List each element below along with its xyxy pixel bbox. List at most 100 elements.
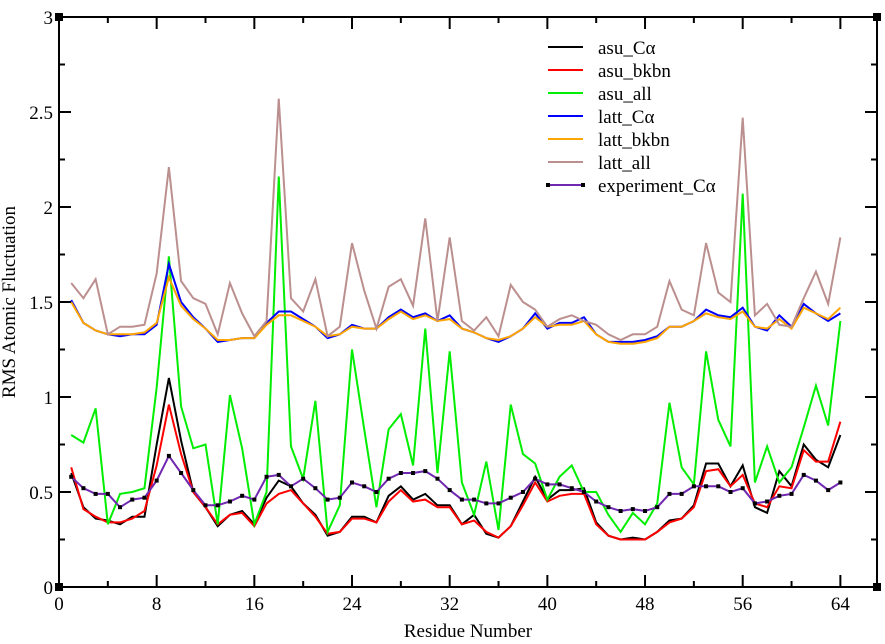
data-point [142, 495, 147, 500]
legend-label: asu_bkbn [598, 61, 671, 82]
corner-handle [873, 13, 881, 21]
axes-layer: 0 8 16 24 32 40 48 56 64 0 0.5 1 1.5 2 2.5 3 [29, 8, 881, 615]
data-point [81, 486, 86, 491]
data-point [569, 486, 574, 491]
x-tick-label: 16 [245, 594, 264, 615]
data-point [398, 471, 403, 475]
data-point [374, 490, 379, 494]
legend-label: latt_Cα [598, 107, 654, 128]
x-tick-label: 24 [343, 594, 363, 615]
data-point [337, 495, 342, 500]
data-point [557, 482, 562, 487]
data-point [227, 499, 232, 504]
data-point [655, 505, 660, 510]
series-line-experiment_Cα [70, 453, 841, 513]
data-point [288, 484, 293, 489]
data-point [93, 491, 98, 496]
y-tick-label: 2 [44, 198, 54, 219]
data-point [203, 503, 208, 508]
x-tick-label: 32 [440, 594, 459, 615]
series-layer [69, 98, 843, 541]
data-point [411, 471, 416, 475]
corner-handle [55, 13, 63, 21]
legend-label: asu_Cα [598, 38, 656, 59]
y-tick-label: 1.5 [29, 293, 53, 314]
data-point [826, 488, 831, 493]
y-tick-label: 0.5 [29, 483, 53, 504]
legend-marker [581, 183, 585, 187]
data-point [691, 484, 696, 489]
data-point [325, 497, 330, 502]
data-point [545, 482, 550, 487]
data-point [630, 507, 635, 512]
series-line-latt_all [70, 98, 842, 342]
data-point [215, 503, 220, 508]
data-point [423, 469, 428, 474]
data-point [191, 488, 196, 493]
data-point [459, 497, 464, 502]
data-point [520, 490, 525, 494]
data-point [533, 476, 538, 481]
data-point [606, 505, 611, 510]
data-point [813, 478, 818, 483]
data-point [350, 480, 355, 485]
legend-label: latt_bkbn [598, 130, 670, 151]
data-point [154, 478, 159, 483]
data-point [118, 505, 123, 510]
data-point [704, 484, 709, 489]
y-tick-label: 3 [44, 8, 54, 29]
data-point [752, 501, 757, 506]
legend-label: experiment_Cα [598, 176, 716, 197]
data-point [252, 497, 257, 502]
x-tick-label: 56 [733, 594, 752, 615]
data-point [789, 491, 794, 496]
data-point [496, 501, 501, 506]
y-tick-label: 0 [44, 578, 54, 599]
legend-marker [546, 183, 550, 187]
x-axis-title: Residue Number [404, 621, 533, 642]
data-point [508, 495, 513, 500]
data-point [740, 486, 745, 491]
data-point [679, 491, 684, 496]
data-point [313, 486, 318, 491]
data-point [801, 472, 806, 477]
data-point [435, 476, 440, 481]
data-point [838, 480, 843, 485]
data-point [777, 493, 782, 498]
data-point [594, 499, 599, 504]
data-point [472, 497, 477, 502]
data-point [69, 474, 74, 479]
x-tick-label: 40 [538, 594, 557, 615]
y-tick-label: 1 [44, 388, 54, 409]
data-point [362, 484, 367, 489]
data-point [618, 509, 623, 513]
data-point [667, 491, 672, 496]
data-point [447, 488, 452, 493]
legend: asu_Cαasu_bkbnasu_alllatt_Cαlatt_bkbnlat… [546, 38, 716, 197]
data-point [581, 490, 586, 494]
series-line-asu_all [70, 176, 842, 536]
series-line-latt_bkbn [70, 274, 842, 345]
legend-label: latt_all [598, 153, 651, 174]
data-point [716, 484, 721, 489]
legend-label: asu_all [598, 84, 652, 105]
data-point [484, 501, 489, 506]
data-point [643, 509, 648, 513]
data-point [264, 474, 269, 479]
x-tick-label: 8 [152, 594, 162, 615]
data-point [386, 476, 391, 481]
y-tick-label: 2.5 [29, 103, 53, 124]
series-line-asu_bkbn [70, 404, 842, 541]
corner-handle [873, 583, 881, 591]
data-point [130, 497, 135, 502]
corner-handle [55, 583, 63, 591]
data-point [179, 471, 184, 475]
data-point [301, 476, 306, 481]
x-tick-label: 48 [636, 594, 655, 615]
data-point [765, 499, 770, 504]
data-point [105, 491, 110, 496]
data-point [276, 472, 281, 477]
data-point [240, 493, 245, 498]
x-tick-label: 64 [831, 594, 851, 615]
